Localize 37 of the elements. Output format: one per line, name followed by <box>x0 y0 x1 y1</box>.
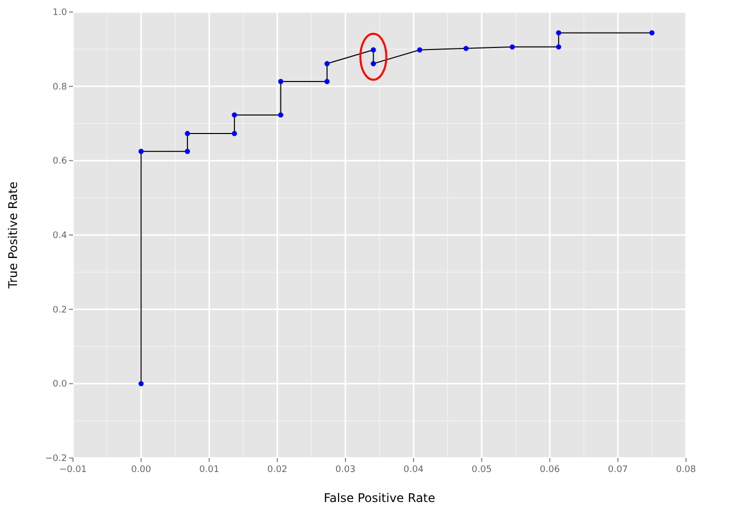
point <box>370 61 376 66</box>
x-tick-label: 0.01 <box>199 465 220 475</box>
y-tick-label: 0.2 <box>52 305 67 316</box>
x-tick-label: 0.07 <box>608 465 628 475</box>
point <box>417 47 422 53</box>
point <box>278 112 284 118</box>
x-tick-label: 0.04 <box>404 465 424 475</box>
x-axis-title: False Positive Rate <box>324 491 436 505</box>
point <box>278 78 284 84</box>
x-tick-label: 0.05 <box>472 465 492 475</box>
x-tick-label: 0.08 <box>676 465 696 475</box>
point <box>138 148 144 154</box>
y-tick-label: 0.8 <box>52 82 68 92</box>
point <box>324 78 330 84</box>
x-tick-label: 0.03 <box>335 465 356 475</box>
y-tick-label: 0.4 <box>52 231 68 241</box>
x-tick-label: −0.01 <box>59 465 87 475</box>
point <box>232 130 238 136</box>
point <box>463 46 469 52</box>
point <box>510 44 515 50</box>
point <box>370 47 376 53</box>
y-tick-label: 0.6 <box>52 156 68 167</box>
x-tick-label: 0.06 <box>540 465 560 475</box>
point <box>184 130 190 136</box>
y-tick-label: −0.2 <box>45 454 67 464</box>
x-tick-label: 0.00 <box>131 465 152 475</box>
point <box>649 30 655 36</box>
point <box>138 381 144 386</box>
y-tick-label: 0.0 <box>52 380 68 390</box>
y-axis-title: True Positive Rate <box>6 182 20 290</box>
x-tick-label: 0.02 <box>267 465 288 475</box>
y-tick-label: 1.0 <box>52 8 68 18</box>
point <box>324 61 330 66</box>
point <box>556 44 562 50</box>
point <box>232 112 238 118</box>
point <box>184 148 190 154</box>
point <box>556 30 562 36</box>
